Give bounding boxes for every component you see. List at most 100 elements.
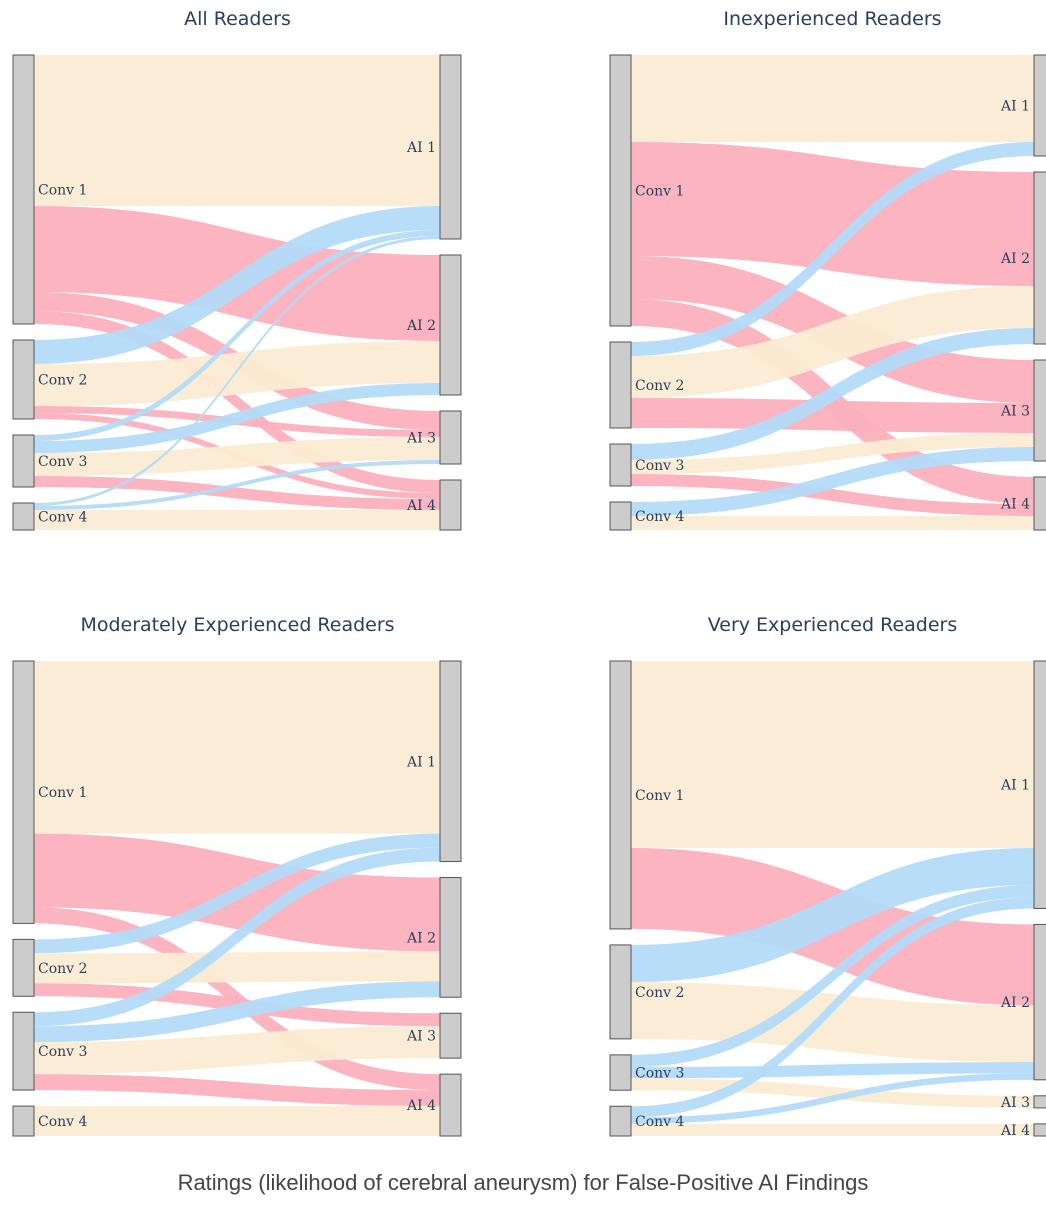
node-ai-3 bbox=[439, 410, 462, 465]
node-label-conv-4: Conv 4 bbox=[38, 510, 88, 526]
flow-conv-2-to-ai-2 bbox=[631, 286, 1034, 398]
flow-conv-4-to-ai-4 bbox=[631, 516, 1034, 530]
node-ai-2 bbox=[1033, 171, 1046, 345]
node-label-conv-2: Conv 2 bbox=[38, 373, 87, 389]
flow-conv-1-to-ai-1 bbox=[631, 661, 1034, 848]
node-label-conv-4: Conv 4 bbox=[38, 1114, 88, 1130]
flow-conv-3-to-ai-2 bbox=[34, 981, 440, 1043]
node-ai-1 bbox=[1033, 54, 1046, 157]
flow-conv-3-to-ai-4 bbox=[631, 474, 1034, 516]
node-label-ai-4: AI 4 bbox=[406, 498, 436, 514]
flow-conv-3-to-ai-2 bbox=[631, 328, 1034, 460]
node-conv-2 bbox=[609, 341, 632, 429]
flow-conv-1-to-ai-4 bbox=[34, 311, 440, 493]
panel-title-inexperienced-readers: Inexperienced Readers bbox=[723, 8, 942, 30]
flow-conv-2-to-ai-2 bbox=[631, 982, 1034, 1063]
node-ai-1 bbox=[1033, 660, 1046, 909]
flow-conv-1-to-ai-2 bbox=[631, 142, 1034, 286]
node-conv-1 bbox=[12, 54, 35, 325]
node-conv-4 bbox=[12, 1105, 35, 1137]
main-caption: Ratings (likelihood of cerebral aneurysm… bbox=[177, 1170, 869, 1195]
node-conv-1 bbox=[609, 54, 632, 327]
panel-title-moderately-experienced-readers: Moderately Experienced Readers bbox=[80, 614, 395, 636]
node-ai-2 bbox=[439, 877, 462, 998]
node-label-conv-2: Conv 2 bbox=[38, 961, 87, 977]
flow-conv-3-to-ai-1 bbox=[34, 847, 440, 1027]
node-conv-3 bbox=[609, 1054, 632, 1091]
node-label-ai-4: AI 4 bbox=[1000, 497, 1030, 513]
node-conv-3 bbox=[609, 443, 632, 487]
flow-conv-2-to-ai-2 bbox=[34, 951, 440, 984]
flow-conv-2-to-ai-3 bbox=[631, 398, 1034, 433]
node-ai-4 bbox=[439, 479, 462, 531]
flow-conv-4-to-ai-4 bbox=[34, 510, 440, 530]
flow-conv-3-to-ai-3 bbox=[34, 437, 440, 476]
flow-conv-4-to-ai-1 bbox=[34, 236, 440, 506]
node-ai-2 bbox=[1033, 923, 1046, 1081]
node-label-conv-1: Conv 1 bbox=[635, 788, 684, 804]
flow-conv-1-to-ai-1 bbox=[631, 55, 1034, 142]
sankey-very-experienced-readers: Conv 1 Conv 2 Conv 3 Conv 4 AI 1 AI 2 AI 3 AI 4 bbox=[609, 660, 1046, 1139]
flow-conv-2-to-ai-1 bbox=[34, 833, 440, 954]
node-label-conv-1: Conv 1 bbox=[635, 184, 684, 200]
node-label-ai-2: AI 2 bbox=[1000, 995, 1030, 1011]
node-label-ai-2: AI 2 bbox=[406, 318, 436, 334]
node-label-conv-3: Conv 3 bbox=[635, 458, 684, 474]
flow-conv-4-to-ai-3 bbox=[34, 460, 440, 510]
node-label-ai-1: AI 1 bbox=[1000, 99, 1030, 115]
node-label-conv-4: Conv 4 bbox=[635, 509, 685, 525]
node-conv-2 bbox=[609, 944, 632, 1040]
node-label-conv-1: Conv 1 bbox=[38, 183, 87, 199]
sankey-inexperienced-readers: Conv 1 Conv 2 Conv 3 Conv 4 AI 1 AI 2 AI 3 AI 4 bbox=[609, 54, 1046, 531]
flow-conv-3-to-ai-1 bbox=[631, 885, 1034, 1067]
flow-conv-3-to-ai-3 bbox=[631, 433, 1034, 474]
flow-conv-1-to-ai-1 bbox=[34, 661, 440, 834]
node-label-ai-3: AI 3 bbox=[1000, 404, 1030, 420]
flow-conv-4-to-ai-4 bbox=[631, 1123, 1034, 1136]
node-ai-3 bbox=[439, 1012, 462, 1059]
node-conv-1 bbox=[609, 660, 632, 930]
node-conv-4 bbox=[609, 1105, 632, 1137]
node-ai-3 bbox=[1033, 1095, 1046, 1109]
flow-conv-4-to-ai-3 bbox=[631, 447, 1034, 516]
node-ai-3 bbox=[1033, 359, 1046, 462]
sankey-moderately-experienced-readers: Conv 1 Conv 2 Conv 3 Conv 4 AI 1 AI 2 AI 3 AI 4 bbox=[12, 660, 462, 1137]
node-ai-4 bbox=[1033, 1123, 1046, 1137]
flow-conv-3-to-ai-4 bbox=[34, 1074, 440, 1107]
node-conv-4 bbox=[609, 501, 632, 531]
node-label-ai-1: AI 1 bbox=[406, 140, 436, 156]
node-label-ai-1: AI 1 bbox=[1000, 778, 1030, 794]
node-conv-1 bbox=[12, 660, 35, 924]
node-label-ai-1: AI 1 bbox=[406, 754, 436, 770]
flow-conv-3-to-ai-1 bbox=[34, 230, 440, 441]
flow-conv-2-to-ai-2 bbox=[34, 341, 440, 406]
sankey-diagrams: Conv 1 Conv 2 Conv 3 Conv 4 AI 1 AI 2 AI 3 AI 4… bbox=[12, 54, 1046, 1139]
node-label-ai-2: AI 2 bbox=[1000, 251, 1030, 267]
node-label-ai-3: AI 3 bbox=[406, 1029, 436, 1045]
panel-title-all-readers: All Readers bbox=[184, 8, 291, 30]
node-ai-4 bbox=[1033, 476, 1046, 531]
node-label-conv-3: Conv 3 bbox=[38, 1044, 87, 1060]
flow-conv-4-to-ai-4 bbox=[34, 1106, 440, 1136]
node-label-ai-3: AI 3 bbox=[1000, 1095, 1030, 1111]
node-ai-4 bbox=[439, 1073, 462, 1137]
node-label-ai-4: AI 4 bbox=[406, 1098, 436, 1114]
flow-conv-3-to-ai-2 bbox=[631, 1062, 1034, 1079]
node-label-conv-4: Conv 4 bbox=[635, 1114, 685, 1130]
flow-conv-4-to-ai-2 bbox=[631, 1073, 1034, 1124]
node-conv-2 bbox=[12, 339, 35, 420]
node-label-conv-3: Conv 3 bbox=[38, 454, 87, 470]
node-ai-2 bbox=[439, 254, 462, 396]
panel-title-very-experienced-readers: Very Experienced Readers bbox=[707, 614, 958, 636]
node-label-conv-3: Conv 3 bbox=[635, 1066, 684, 1082]
flow-conv-3-to-ai-3 bbox=[34, 1026, 440, 1075]
node-label-conv-1: Conv 1 bbox=[38, 785, 87, 801]
flow-conv-2-to-ai-1 bbox=[34, 206, 440, 364]
node-ai-1 bbox=[439, 54, 462, 240]
node-conv-4 bbox=[12, 502, 35, 531]
node-conv-3 bbox=[12, 434, 35, 488]
node-conv-3 bbox=[12, 1011, 35, 1091]
flow-conv-3-to-ai-2 bbox=[34, 383, 440, 453]
node-ai-1 bbox=[439, 660, 462, 863]
node-label-conv-2: Conv 2 bbox=[635, 378, 684, 394]
